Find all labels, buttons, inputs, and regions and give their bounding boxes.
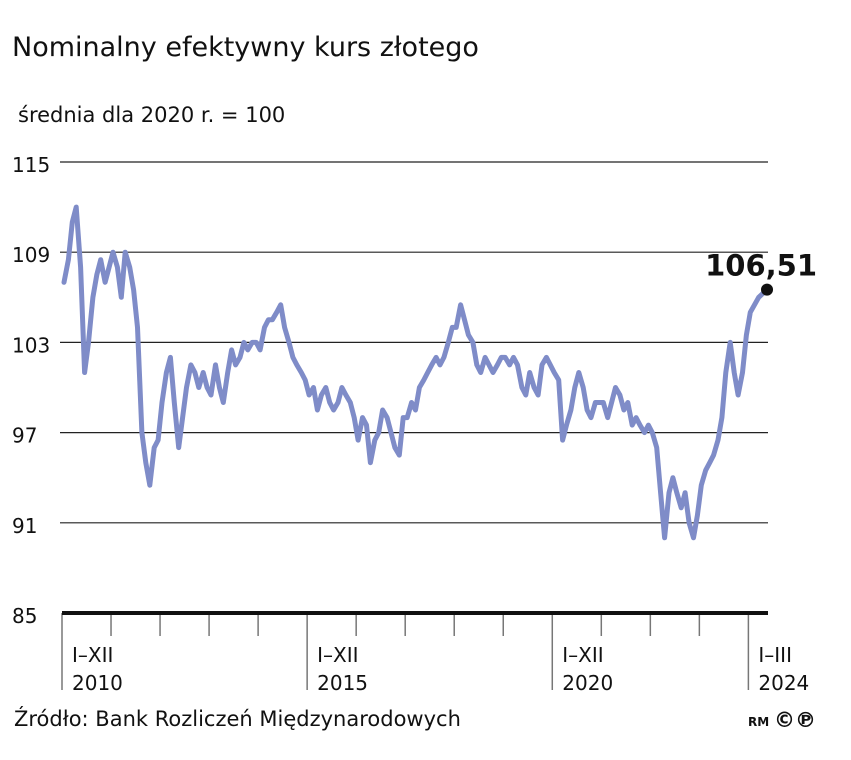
chart-subtitle: średnia dla 2020 r. = 100 — [18, 103, 285, 127]
x-tick-period: I–III — [758, 643, 792, 667]
y-tick-label: 103 — [12, 333, 50, 357]
x-tick-period: I–XII — [562, 643, 603, 667]
last-value-label: 106,51 — [705, 249, 817, 283]
source: Źródło: Bank Rozliczeń Międzynarodowych — [14, 706, 461, 731]
x-tick-year: 2010 — [72, 671, 123, 695]
x-tick-year: 2015 — [317, 671, 368, 695]
x-tick-year: 2024 — [758, 671, 809, 695]
x-tick-period: I–XII — [72, 643, 113, 667]
last-point — [761, 283, 774, 296]
x-tick-year: 2020 — [562, 671, 613, 695]
y-tick-label: 115 — [12, 153, 50, 177]
logo: RM — [748, 715, 769, 729]
y-tick-label: 97 — [12, 424, 37, 448]
y-tick-label: 109 — [12, 243, 50, 267]
x-tick-period: I–XII — [317, 643, 358, 667]
y-tick-label: 85 — [12, 604, 37, 628]
chart-title: Nominalny efektywny kurs złotego — [12, 32, 479, 63]
y-tick-label: 91 — [12, 514, 37, 538]
series-line — [61, 204, 770, 541]
logo-symbols: ©℗ — [774, 708, 816, 732]
